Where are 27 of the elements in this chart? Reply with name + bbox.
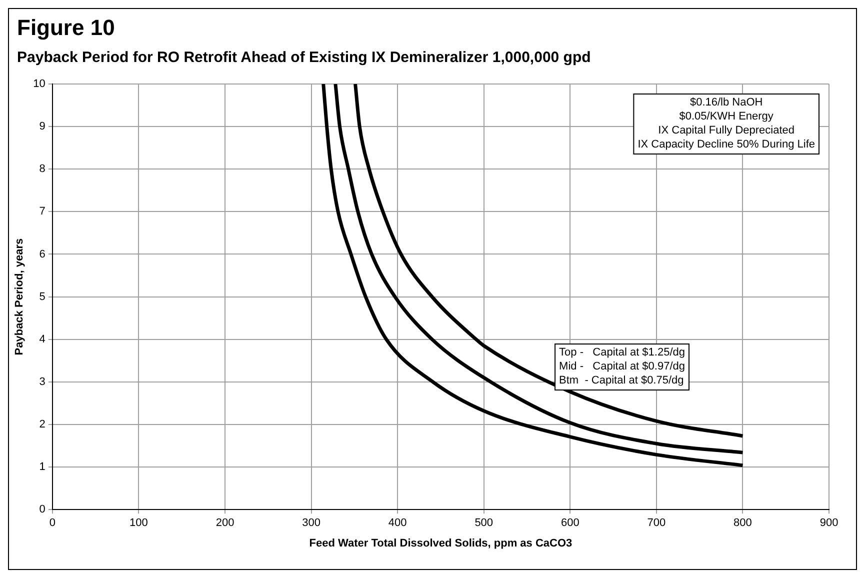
y-tick-label: 0 bbox=[39, 504, 46, 516]
y-tick-label: 8 bbox=[39, 163, 46, 176]
x-tick-label: 300 bbox=[302, 517, 320, 530]
x-tick-label: 200 bbox=[216, 517, 234, 530]
x-tick-label: 500 bbox=[474, 517, 494, 530]
x-tick-label: 100 bbox=[130, 517, 148, 530]
y-tick-label: 7 bbox=[39, 206, 46, 218]
x-tick-label: 700 bbox=[647, 517, 666, 530]
annotation: Top - Capital at $1.25/dg Mid - Capital at $0.97/dg Btm - Capital at $0.75/dg bbox=[559, 346, 685, 387]
chart-subtitle: Payback Period for RO Retrofit Ahead of Existing IX Demineralizer 1,000,000 gpd bbox=[17, 49, 592, 66]
y-tick-label: 3 bbox=[39, 376, 46, 388]
y-tick-label: 9 bbox=[39, 120, 46, 133]
annotation: $0.16/lb NaOH $0.05/KWH Energy IX Capital Fully Depreciated IX Capacity Decline 50% During Life bbox=[638, 96, 815, 151]
y-tick-label: 6 bbox=[39, 248, 46, 260]
x-tick-label: 900 bbox=[820, 517, 838, 530]
x-tick-label: 0 bbox=[49, 517, 56, 530]
x-tick-label: 400 bbox=[388, 517, 407, 530]
y-tick-label: 1 bbox=[39, 461, 46, 474]
x-tick-label: 600 bbox=[560, 517, 580, 530]
y-tick-label: 10 bbox=[33, 78, 46, 90]
y-tick-label: 2 bbox=[39, 418, 46, 431]
y-tick-label: 5 bbox=[39, 290, 46, 303]
x-axis-title: Feed Water Total Dissolved Solids, ppm as CaCO3 bbox=[309, 537, 572, 550]
y-tick-label: 4 bbox=[39, 333, 46, 346]
x-tick-label: 800 bbox=[734, 517, 752, 530]
chart-title: Figure 10 bbox=[17, 15, 116, 41]
y-axis-title: Payback Period, years bbox=[14, 238, 26, 356]
